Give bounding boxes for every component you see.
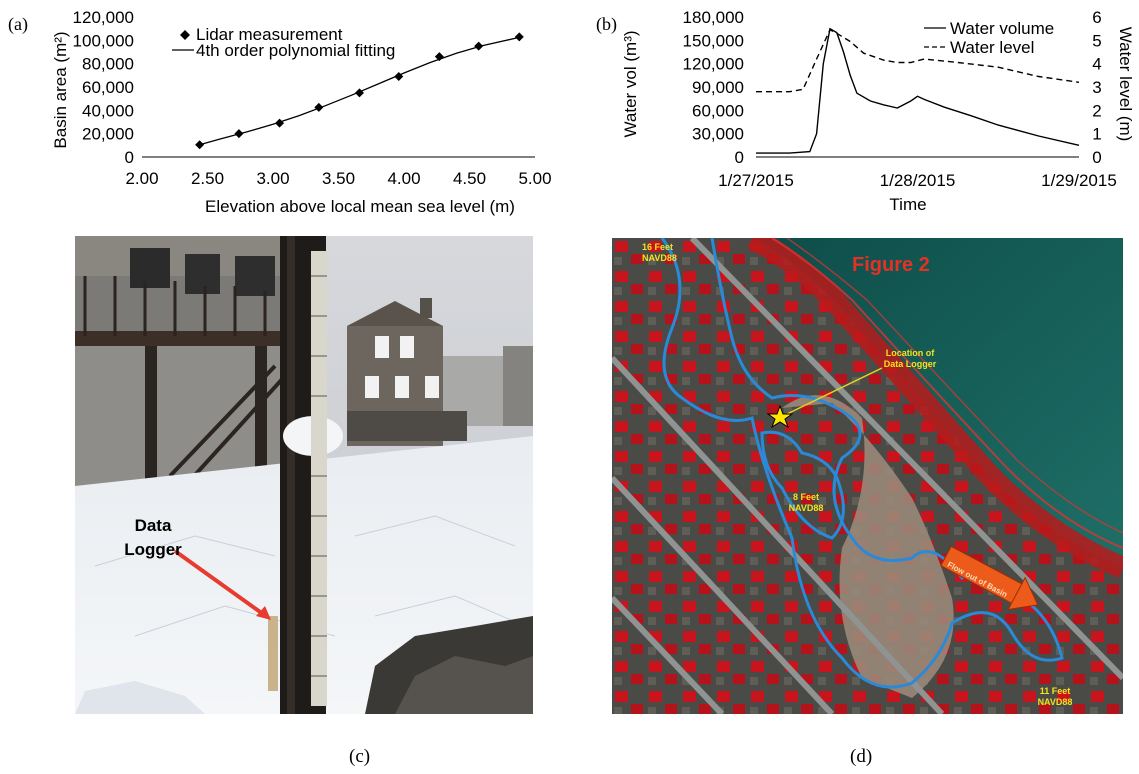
panel-label-d: (d) <box>850 746 873 767</box>
location-of-logger-label: Location of Data Logger <box>870 348 950 370</box>
y2-tick-label: 1 <box>1092 125 1101 144</box>
chart-a: (a) 2.00 2.50 3.00 3.50 4.00 4.50 5.00 0 20,000… <box>8 8 552 216</box>
y-tick-label: 0 <box>735 148 744 167</box>
y2-tick-label: 0 <box>1092 148 1101 167</box>
callout-line-1: Data <box>134 516 172 535</box>
aerial-map-image <box>612 238 1123 714</box>
chart-b-y-axis-label: Water vol (m³) <box>621 30 640 137</box>
lidar-data-point <box>354 88 364 98</box>
legend-level-label: Water level <box>950 38 1034 57</box>
y-tick-label: 120,000 <box>683 55 744 74</box>
contour-16ft-line-1: 16 Feet <box>642 242 674 252</box>
contour-8ft-label: 8 Feet NAVD88 <box>782 492 830 514</box>
lidar-data-point <box>195 140 205 150</box>
y2-tick-label: 2 <box>1092 101 1101 120</box>
chart-b-x-ticks: 1/27/2015 1/28/2015 1/29/2015 <box>718 171 1117 190</box>
legend-diamond-marker <box>180 30 190 40</box>
contour-8ft-line-2: NAVD88 <box>788 503 824 513</box>
contour-11ft-line-1: 11 Feet <box>1039 686 1071 696</box>
fit-curve-line <box>199 36 520 146</box>
x-tick-label: 5.00 <box>518 169 551 188</box>
x-tick-label: 3.50 <box>322 169 355 188</box>
contour-16ft-label: 16 Feet NAVD88 <box>642 242 677 264</box>
y-tick-label: 0 <box>125 148 134 167</box>
chart-b-x-axis-label: Time <box>889 195 926 214</box>
water-volume-line <box>756 27 1080 154</box>
contour-11ft-line-2: NAVD88 <box>1037 697 1073 707</box>
legend-fit-label: 4th order polynomial fitting <box>196 41 395 60</box>
lidar-data-point <box>514 32 524 42</box>
chart-b-y2-ticks: 0 1 2 3 4 5 6 <box>1092 8 1101 167</box>
y-tick-label: 30,000 <box>692 125 744 144</box>
callout-line-2: Logger <box>124 540 182 559</box>
panel-label-c: (c) <box>349 746 371 767</box>
x-tick-label: 1/27/2015 <box>718 171 794 190</box>
x-tick-label: 1/29/2015 <box>1041 171 1117 190</box>
x-tick-label: 3.00 <box>256 169 289 188</box>
panel-label-a: (a) <box>8 14 28 35</box>
chart-b-marks <box>756 27 1080 154</box>
y2-tick-label: 5 <box>1092 31 1101 50</box>
y2-tick-label: 4 <box>1092 55 1101 74</box>
chart-a-y-axis-label: Basin area (m²) <box>51 31 70 148</box>
lidar-data-point <box>474 41 484 51</box>
y-tick-label: 180,000 <box>683 8 744 27</box>
y-tick-label: 90,000 <box>692 78 744 97</box>
lidar-data-point <box>275 118 285 128</box>
y-tick-label: 20,000 <box>82 125 134 144</box>
y-tick-label: 150,000 <box>683 31 744 50</box>
x-tick-label: 4.50 <box>453 169 486 188</box>
x-tick-label: 4.00 <box>387 169 420 188</box>
lidar-data-point <box>394 72 404 81</box>
y-tick-label: 40,000 <box>82 101 134 120</box>
legend-lidar-label: Lidar measurement <box>196 25 343 44</box>
x-tick-label: 1/28/2015 <box>880 171 956 190</box>
lidar-data-point <box>434 52 444 62</box>
legend-volume-label: Water volume <box>950 19 1054 38</box>
chart-a-y-ticks: 0 20,000 40,000 60,000 80,000 100,000 120,000 <box>73 8 134 167</box>
y2-tick-label: 3 <box>1092 78 1101 97</box>
chart-a-marks <box>195 32 524 150</box>
location-label-line-2: Data Logger <box>883 359 937 369</box>
panel-c-photo: Data Logger <box>75 236 533 714</box>
x-tick-label: 2.00 <box>125 169 158 188</box>
y-tick-label: 100,000 <box>73 31 134 50</box>
y-tick-label: 80,000 <box>82 55 134 74</box>
lidar-data-point <box>314 102 324 112</box>
callout-arrow <box>173 549 265 616</box>
flow-arrow-icon <box>940 545 1039 611</box>
contour-16ft-line-2: NAVD88 <box>642 253 677 263</box>
panel-label-b: (b) <box>596 14 617 35</box>
lidar-data-point <box>234 129 244 139</box>
chart-b-y2-axis-label: Water level (m) <box>1116 27 1135 142</box>
figure-2-title: Figure 2 <box>852 254 930 276</box>
logger-leader-line <box>786 367 883 415</box>
chart-b-legend: Water volume Water level <box>924 19 1054 57</box>
panel-d-aerial-map: Figure 2 Location of Data Logger 16 Feet… <box>612 238 1123 714</box>
chart-b-y-ticks: 0 30,000 60,000 90,000 120,000 150,000 180,000 <box>683 8 744 167</box>
y-tick-label: 60,000 <box>82 78 134 97</box>
contour-11ft-label: 11 Feet NAVD88 <box>1030 686 1080 708</box>
y2-tick-label: 6 <box>1092 8 1101 27</box>
chart-a-x-axis-label: Elevation above local mean sea level (m) <box>205 197 515 216</box>
data-logger-callout: Data Logger <box>113 514 193 562</box>
location-label-line-1: Location of <box>885 348 935 358</box>
data-logger-star-icon <box>766 404 794 429</box>
contour-8ft-line-1: 8 Feet <box>792 492 819 502</box>
y-tick-label: 120,000 <box>73 8 134 27</box>
snow-scene-photo <box>75 236 533 714</box>
x-tick-label: 2.50 <box>191 169 224 188</box>
chart-a-legend: Lidar measurement 4th order polynomial f… <box>172 25 395 60</box>
chart-b: (b) 1/27/2015 1/28/2015 1/29/2015 0 30,000 6… <box>596 8 1135 214</box>
water-level-line <box>756 28 1080 93</box>
chart-a-x-ticks: 2.00 2.50 3.00 3.50 4.00 4.50 5.00 <box>125 169 551 188</box>
y-tick-label: 60,000 <box>692 101 744 120</box>
